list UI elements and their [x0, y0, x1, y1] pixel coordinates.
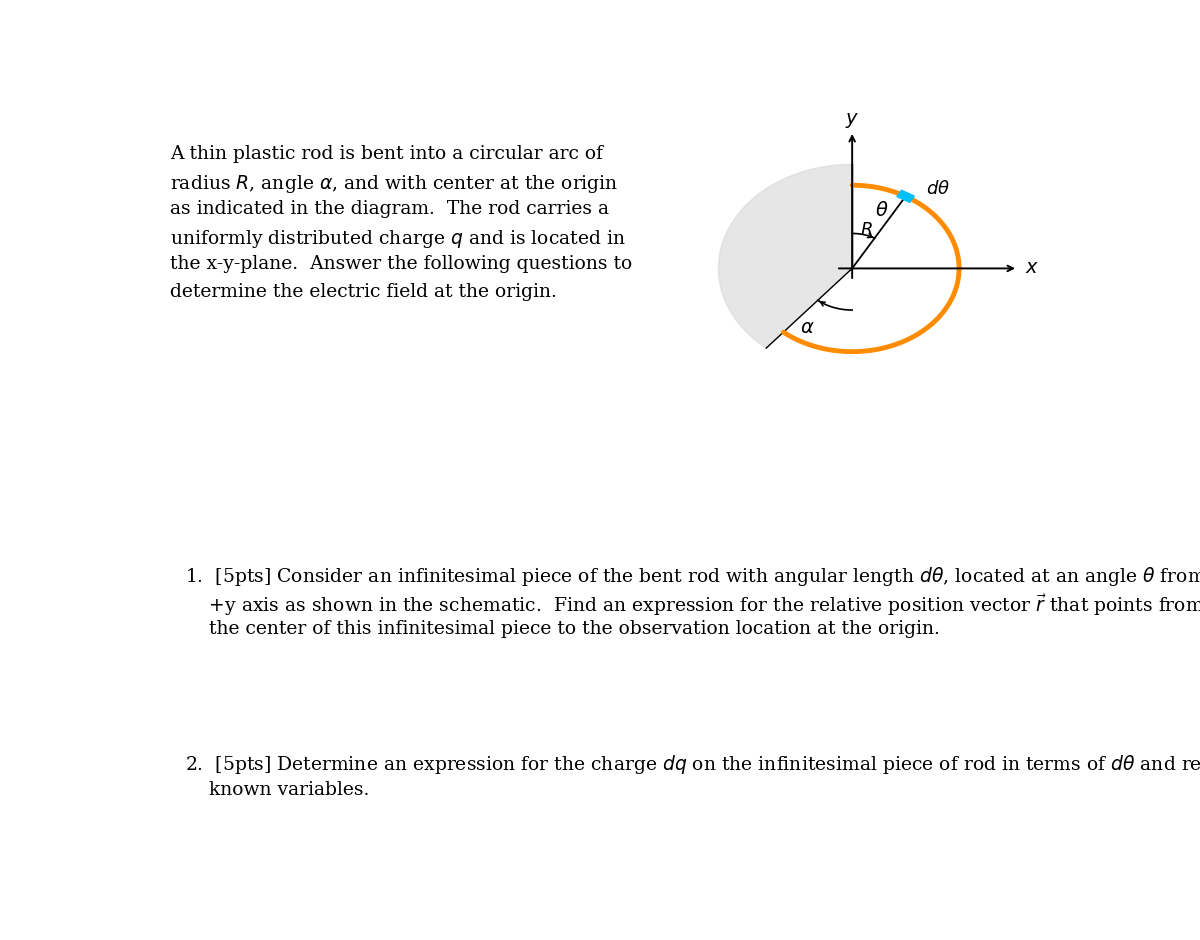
Text: $d\theta$: $d\theta$: [926, 180, 950, 198]
Text: radius $R$, angle $\alpha$, and with center at the origin: radius $R$, angle $\alpha$, and with cen…: [170, 173, 619, 195]
Polygon shape: [719, 164, 852, 348]
Text: uniformly distributed charge $q$ and is located in: uniformly distributed charge $q$ and is …: [170, 227, 626, 250]
Text: $+$y axis as shown in the schematic.  Find an expression for the relative positi: $+$y axis as shown in the schematic. Fin…: [185, 593, 1200, 618]
Text: as indicated in the diagram.  The rod carries a: as indicated in the diagram. The rod car…: [170, 200, 610, 218]
Text: $\alpha$: $\alpha$: [800, 320, 815, 337]
Text: $\theta$: $\theta$: [875, 200, 889, 220]
Text: 2.  [5pts] Determine an expression for the charge $dq$ on the infinitesimal piec: 2. [5pts] Determine an expression for th…: [185, 753, 1200, 776]
Text: the center of this infinitesimal piece to the observation location at the origin: the center of this infinitesimal piece t…: [185, 620, 941, 638]
Text: $y$: $y$: [845, 111, 859, 130]
Bar: [896, 190, 914, 202]
Text: A thin plastic rod is bent into a circular arc of: A thin plastic rod is bent into a circul…: [170, 146, 604, 164]
Text: $R$: $R$: [860, 221, 874, 239]
Text: $x$: $x$: [1025, 259, 1039, 277]
Text: known variables.: known variables.: [185, 781, 370, 799]
Text: determine the electric field at the origin.: determine the electric field at the orig…: [170, 283, 557, 301]
Text: the x-y-plane.  Answer the following questions to: the x-y-plane. Answer the following ques…: [170, 256, 632, 274]
Text: 1.  [5pts] Consider an infinitesimal piece of the bent rod with angular length $: 1. [5pts] Consider an infinitesimal piec…: [185, 565, 1200, 588]
